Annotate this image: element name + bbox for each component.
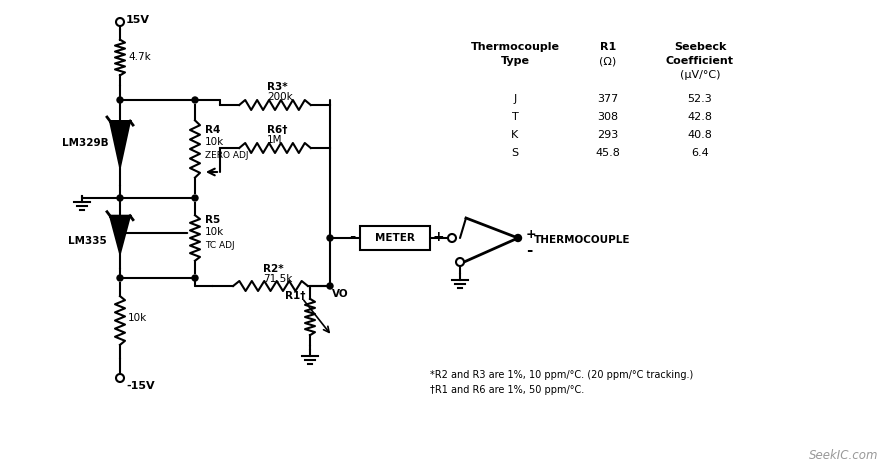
Text: T: T: [512, 112, 518, 122]
Text: -15V: -15V: [126, 381, 154, 391]
Text: R3*: R3*: [267, 82, 287, 92]
Text: -: -: [349, 229, 355, 245]
Text: 308: 308: [598, 112, 618, 122]
Text: (Ω): (Ω): [599, 56, 616, 66]
Text: 10k: 10k: [205, 137, 224, 147]
Bar: [360, 226, 430, 250]
Text: 71.5k: 71.5k: [263, 274, 293, 284]
Text: Thermocouple: Thermocouple: [470, 42, 559, 52]
Text: 45.8: 45.8: [596, 148, 621, 158]
Circle shape: [192, 195, 198, 201]
Text: 4.7k: 4.7k: [128, 52, 151, 62]
Text: Coefficient: Coefficient: [666, 56, 734, 66]
Circle shape: [117, 97, 123, 103]
Polygon shape: [110, 121, 130, 167]
Text: ZERO ADJ: ZERO ADJ: [205, 150, 249, 159]
Text: +: +: [433, 230, 444, 244]
Polygon shape: [110, 216, 130, 253]
Text: R1†: R1†: [285, 291, 305, 301]
Text: J: J: [514, 94, 516, 104]
Text: *R2 and R3 are 1%, 10 ppm/°C. (20 ppm/°C tracking.): *R2 and R3 are 1%, 10 ppm/°C. (20 ppm/°C…: [430, 370, 693, 380]
Circle shape: [192, 275, 198, 281]
Text: -: -: [526, 242, 533, 258]
Circle shape: [448, 234, 456, 242]
Text: 42.8: 42.8: [688, 112, 713, 122]
Circle shape: [116, 18, 124, 26]
Text: 40.8: 40.8: [688, 130, 713, 140]
Text: R1: R1: [600, 42, 616, 52]
Text: 6.4: 6.4: [691, 148, 709, 158]
Text: 200k: 200k: [267, 92, 293, 102]
Text: 15V: 15V: [126, 15, 150, 25]
Text: R5: R5: [205, 215, 220, 225]
Text: VO: VO: [332, 289, 349, 299]
Text: S: S: [511, 148, 518, 158]
Circle shape: [192, 97, 198, 103]
Circle shape: [515, 235, 522, 241]
Text: Seebeck: Seebeck: [673, 42, 726, 52]
Text: R2*: R2*: [263, 264, 285, 274]
Text: R6†: R6†: [267, 125, 287, 135]
Circle shape: [117, 275, 123, 281]
Text: 1M: 1M: [267, 135, 283, 145]
Text: 52.3: 52.3: [688, 94, 713, 104]
Circle shape: [456, 258, 464, 266]
Text: R4: R4: [205, 125, 220, 135]
Circle shape: [327, 283, 333, 289]
Text: K: K: [511, 130, 518, 140]
Text: 10k: 10k: [128, 313, 147, 323]
Text: +: +: [526, 228, 541, 241]
Text: SeekIC.com: SeekIC.com: [808, 449, 878, 462]
Text: Type: Type: [500, 56, 530, 66]
Text: LM335: LM335: [68, 236, 107, 246]
Text: 10k: 10k: [205, 227, 224, 237]
Text: METER: METER: [375, 233, 415, 243]
Text: THERMOCOUPLE: THERMOCOUPLE: [534, 235, 631, 245]
Text: (μV/°C): (μV/°C): [680, 70, 720, 80]
Text: 293: 293: [598, 130, 619, 140]
Circle shape: [117, 195, 123, 201]
Text: 377: 377: [598, 94, 619, 104]
Circle shape: [327, 235, 333, 241]
Text: †R1 and R6 are 1%, 50 ppm/°C.: †R1 and R6 are 1%, 50 ppm/°C.: [430, 385, 584, 395]
Text: LM329B: LM329B: [62, 138, 109, 148]
Text: TC ADJ: TC ADJ: [205, 240, 235, 249]
Circle shape: [116, 374, 124, 382]
